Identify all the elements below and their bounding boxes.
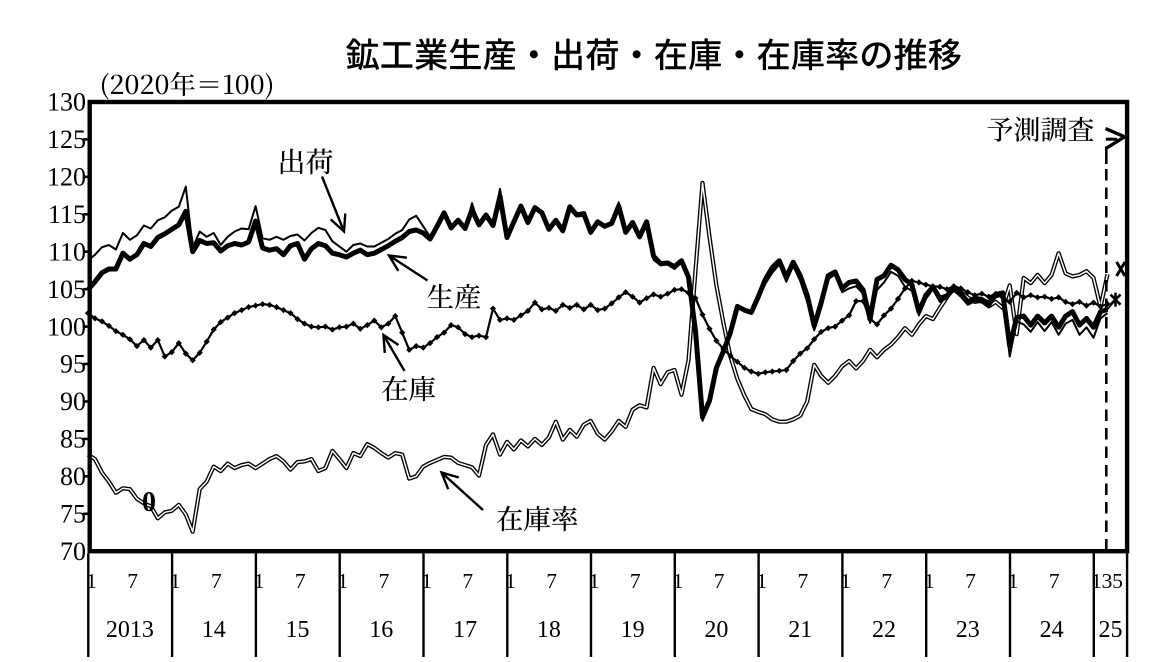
svg-text:7: 7 xyxy=(127,569,138,593)
svg-text:1: 1 xyxy=(86,569,97,593)
svg-text:1: 1 xyxy=(756,569,767,593)
svg-text:25: 25 xyxy=(1099,617,1123,643)
svg-text:1: 1 xyxy=(505,569,516,593)
svg-text:80: 80 xyxy=(60,462,86,491)
svg-text:125: 125 xyxy=(47,125,86,154)
svg-text:100: 100 xyxy=(47,312,86,341)
svg-text:85: 85 xyxy=(60,425,86,454)
svg-text:1: 1 xyxy=(840,569,851,593)
svg-text:1: 1 xyxy=(589,569,600,593)
svg-text:2013: 2013 xyxy=(106,617,154,643)
svg-text:5: 5 xyxy=(1112,569,1123,593)
svg-text:105: 105 xyxy=(47,275,86,304)
svg-text:7: 7 xyxy=(295,569,306,593)
svg-text:110: 110 xyxy=(48,237,86,266)
svg-text:7: 7 xyxy=(881,569,892,593)
svg-text:1: 1 xyxy=(1091,569,1102,593)
svg-text:17: 17 xyxy=(453,617,477,643)
svg-text:7: 7 xyxy=(798,569,809,593)
svg-text:22: 22 xyxy=(872,617,896,643)
svg-text:70: 70 xyxy=(60,537,86,566)
svg-text:3: 3 xyxy=(1102,569,1113,593)
svg-text:7: 7 xyxy=(965,569,976,593)
svg-text:7: 7 xyxy=(546,569,557,593)
svg-text:1: 1 xyxy=(338,569,349,593)
svg-text:0: 0 xyxy=(142,487,156,518)
svg-text:115: 115 xyxy=(48,200,86,229)
svg-text:20: 20 xyxy=(704,617,728,643)
svg-text:95: 95 xyxy=(60,350,86,379)
svg-text:1: 1 xyxy=(421,569,432,593)
svg-text:130: 130 xyxy=(47,88,86,117)
svg-text:19: 19 xyxy=(621,617,645,643)
svg-text:21: 21 xyxy=(788,617,812,643)
svg-text:1: 1 xyxy=(254,569,265,593)
svg-text:16: 16 xyxy=(369,617,393,643)
svg-text:7: 7 xyxy=(1049,569,1060,593)
svg-text:23: 23 xyxy=(956,617,980,643)
svg-text:1: 1 xyxy=(1008,569,1019,593)
svg-text:1: 1 xyxy=(673,569,684,593)
svg-text:1: 1 xyxy=(924,569,935,593)
svg-text:90: 90 xyxy=(60,387,86,416)
svg-text:24: 24 xyxy=(1040,617,1064,643)
svg-text:7: 7 xyxy=(379,569,390,593)
svg-text:7: 7 xyxy=(714,569,725,593)
svg-text:15: 15 xyxy=(286,617,310,643)
svg-text:75: 75 xyxy=(60,500,86,529)
svg-text:1: 1 xyxy=(170,569,181,593)
svg-text:18: 18 xyxy=(537,617,561,643)
svg-text:7: 7 xyxy=(630,569,641,593)
svg-text:7: 7 xyxy=(211,569,222,593)
svg-text:14: 14 xyxy=(202,617,226,643)
svg-text:120: 120 xyxy=(47,163,86,192)
svg-text:7: 7 xyxy=(462,569,473,593)
